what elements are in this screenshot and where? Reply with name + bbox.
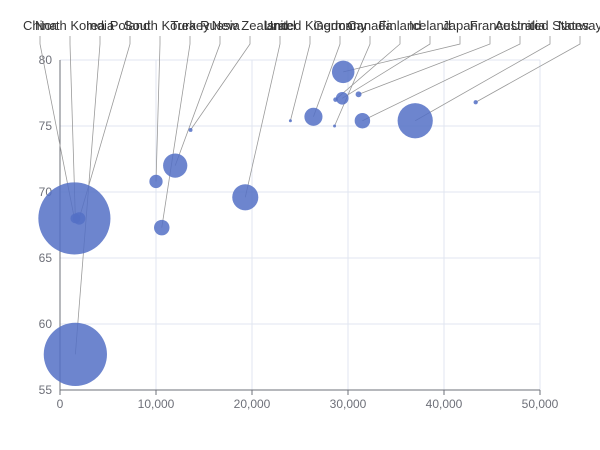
- label-leader-line: [358, 36, 491, 95]
- country-label: Turkey: [170, 18, 210, 33]
- label-leader-line: [78, 36, 131, 219]
- label-leader-line: [155, 36, 161, 182]
- x-tick-label: 50,000: [522, 397, 559, 411]
- y-tick-label: 55: [39, 383, 53, 397]
- label-leader-line: [313, 36, 341, 117]
- country-label: Norway: [558, 18, 600, 33]
- y-tick-label: 60: [39, 317, 53, 331]
- bubble-point: [188, 128, 193, 132]
- country-label: Russia: [200, 18, 241, 33]
- country-label: Israel: [264, 18, 296, 33]
- country-label: France: [470, 18, 510, 33]
- bubble-point: [154, 219, 170, 236]
- bubble-point: [304, 107, 323, 126]
- axes: [59, 60, 540, 391]
- label-leader-line: [475, 36, 581, 103]
- country-label: China: [23, 18, 58, 33]
- bubble-point: [397, 103, 433, 139]
- bubble-point: [331, 60, 355, 84]
- bubbles: [38, 60, 478, 386]
- label-leader-line: [39, 36, 75, 219]
- y-tick-label: 65: [39, 251, 53, 265]
- label-leader-line: [290, 36, 311, 121]
- bubble-point: [149, 174, 163, 189]
- x-tick-label: 10,000: [138, 397, 175, 411]
- country-label: Finland: [379, 18, 422, 33]
- bubble-point: [473, 100, 478, 105]
- bubble-point: [355, 91, 362, 98]
- x-tick-label: 20,000: [234, 397, 271, 411]
- x-tick-label: 40,000: [426, 397, 463, 411]
- label-leader-line: [335, 36, 401, 100]
- country-label: India: [86, 18, 115, 33]
- country-label: United States: [511, 18, 590, 33]
- bubble-point: [335, 91, 349, 105]
- label-leader-line: [69, 36, 76, 219]
- country-label: Canada: [347, 18, 393, 33]
- country-label: Iceland: [409, 18, 451, 33]
- y-tick-label: 80: [39, 53, 53, 67]
- bubble-point: [354, 112, 371, 129]
- y-tick-label: 75: [39, 119, 53, 133]
- bubble-point: [333, 124, 337, 128]
- x-tick-label: 0: [57, 397, 64, 411]
- grid: [59, 59, 541, 395]
- label-leader-line: [343, 36, 461, 73]
- label-leader-line: [190, 36, 251, 131]
- country-label: South Korea: [124, 18, 197, 33]
- label-leader-line: [161, 36, 191, 228]
- country-label: Australia: [495, 18, 546, 33]
- bubble-point: [70, 213, 81, 224]
- label-leader-lines: [39, 36, 581, 355]
- label-leader-line: [174, 36, 221, 166]
- country-label: New Zealand: [212, 18, 289, 33]
- x-tick-label: 30,000: [330, 397, 367, 411]
- country-label: Poland: [110, 18, 150, 33]
- country-label: United Kingdom: [264, 18, 357, 33]
- bubble-point: [333, 97, 338, 102]
- label-leader-line: [342, 36, 431, 99]
- label-leader-line: [244, 36, 281, 198]
- bubble-point: [163, 153, 188, 178]
- label-leader-line: [362, 36, 521, 122]
- bubble-point: [232, 184, 259, 211]
- label-leader-line: [415, 36, 551, 122]
- country-label: North Korea: [35, 18, 106, 33]
- country-label: Germany: [313, 18, 367, 33]
- country-label: Japan: [442, 18, 477, 33]
- bubble-point: [288, 119, 292, 123]
- bubble-point: [43, 322, 107, 386]
